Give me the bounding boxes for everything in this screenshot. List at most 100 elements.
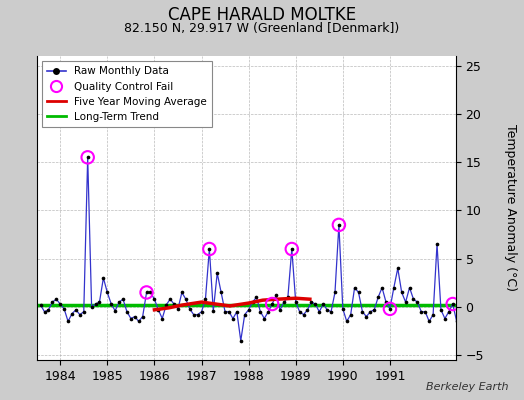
Point — [123, 308, 131, 315]
Point — [444, 308, 453, 315]
Point — [382, 299, 390, 305]
Point — [193, 312, 202, 318]
Point — [80, 308, 88, 315]
Point — [307, 299, 315, 305]
Point — [170, 301, 178, 307]
Point — [374, 294, 383, 300]
Point — [64, 318, 72, 324]
Point — [299, 312, 308, 318]
Point — [174, 306, 182, 312]
Point — [409, 296, 418, 302]
Point — [91, 301, 100, 307]
Point — [36, 302, 45, 308]
Point — [417, 308, 425, 315]
Point — [135, 318, 143, 324]
Point — [335, 222, 343, 228]
Point — [390, 284, 398, 291]
Point — [217, 289, 225, 296]
Text: CAPE HARALD MOLTKE: CAPE HARALD MOLTKE — [168, 6, 356, 24]
Point — [166, 296, 174, 302]
Point — [130, 313, 139, 320]
Point — [370, 307, 378, 313]
Point — [366, 308, 375, 315]
Point — [138, 313, 147, 320]
Point — [449, 301, 457, 307]
Point — [323, 307, 331, 313]
Point — [425, 318, 433, 324]
Point — [351, 284, 359, 291]
Point — [75, 312, 84, 318]
Point — [276, 307, 284, 313]
Point — [143, 289, 151, 296]
Point — [213, 270, 222, 276]
Point — [236, 338, 245, 344]
Point — [178, 289, 186, 296]
Point — [111, 308, 119, 314]
Point — [358, 308, 367, 315]
Point — [398, 289, 406, 296]
Point — [311, 301, 320, 307]
Point — [56, 301, 64, 307]
Point — [264, 308, 272, 315]
Point — [205, 246, 214, 252]
Point — [335, 222, 343, 228]
Point — [429, 312, 438, 318]
Point — [280, 299, 288, 305]
Point — [331, 289, 339, 296]
Point — [95, 299, 104, 305]
Point — [44, 307, 52, 313]
Point — [406, 284, 414, 291]
Point — [362, 313, 370, 320]
Point — [303, 307, 312, 313]
Point — [88, 304, 96, 310]
Point — [288, 246, 296, 252]
Point — [225, 308, 233, 315]
Point — [209, 308, 217, 314]
Point — [268, 301, 276, 307]
Point — [386, 306, 394, 312]
Point — [327, 308, 335, 315]
Point — [433, 241, 441, 247]
Point — [386, 306, 394, 312]
Legend: Raw Monthly Data, Quality Control Fail, Five Year Moving Average, Long-Term Tren: Raw Monthly Data, Quality Control Fail, … — [42, 61, 212, 127]
Point — [127, 315, 135, 322]
Point — [52, 296, 60, 302]
Point — [190, 312, 198, 318]
Point — [205, 246, 214, 252]
Point — [260, 315, 268, 322]
Point — [283, 294, 292, 300]
Point — [441, 315, 449, 322]
Point — [68, 310, 76, 317]
Text: 82.150 N, 29.917 W (Greenland [Denmark]): 82.150 N, 29.917 W (Greenland [Denmark]) — [124, 22, 400, 35]
Point — [154, 307, 162, 313]
Point — [99, 275, 107, 281]
Point — [413, 299, 422, 305]
Point — [248, 299, 257, 305]
Point — [198, 308, 206, 315]
Point — [185, 306, 194, 312]
Point — [83, 154, 92, 160]
Point — [291, 299, 300, 305]
Point — [437, 307, 445, 313]
Point — [346, 312, 355, 318]
Point — [256, 308, 265, 315]
Point — [72, 307, 80, 313]
Point — [201, 296, 210, 302]
Point — [244, 307, 253, 313]
Text: Berkeley Earth: Berkeley Earth — [426, 382, 508, 392]
Point — [158, 315, 167, 322]
Point — [252, 294, 260, 300]
Point — [268, 301, 276, 307]
Point — [146, 289, 155, 296]
Point — [143, 289, 151, 296]
Point — [401, 299, 410, 305]
Point — [119, 296, 127, 302]
Point — [229, 315, 237, 322]
Y-axis label: Temperature Anomaly (°C): Temperature Anomaly (°C) — [504, 124, 517, 292]
Point — [315, 308, 323, 315]
Point — [339, 306, 347, 312]
Point — [394, 265, 402, 272]
Point — [115, 299, 123, 305]
Point — [48, 299, 57, 305]
Point — [241, 312, 249, 318]
